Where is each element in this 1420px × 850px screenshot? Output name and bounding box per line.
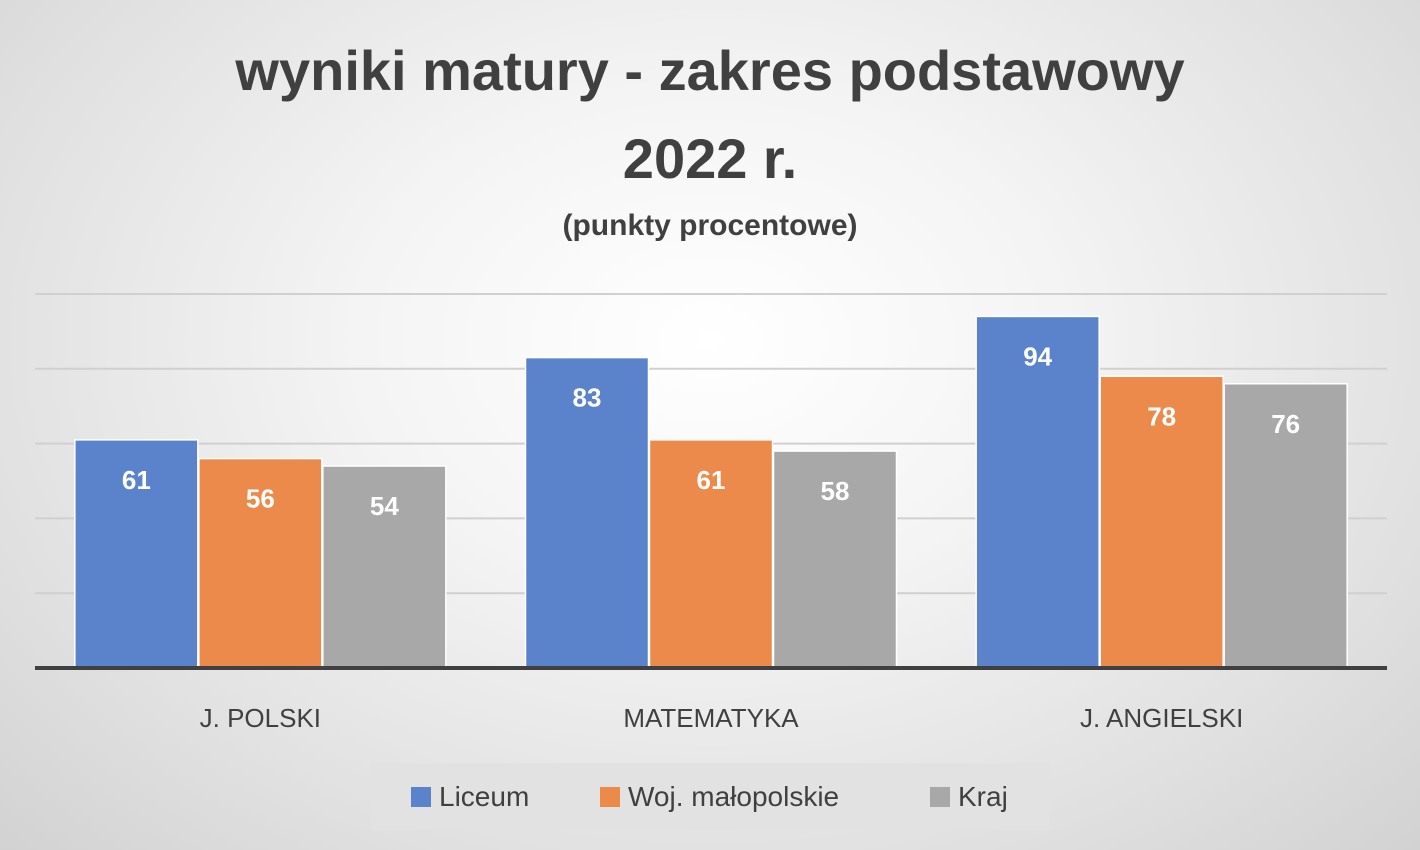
legend-label: Woj. małopolskie [628,781,839,812]
bar [1099,375,1224,669]
bar [975,315,1100,669]
bar-value-label: 83 [573,383,602,413]
legend-label: Kraj [958,781,1008,812]
bar-labels: 61 56 54 83 61 58 94 78 76 [122,341,1300,521]
chart-title-line2: 2022 r. [623,127,797,190]
legend-swatch [600,787,620,807]
category-label: J. POLSKI [200,703,321,733]
bar [524,356,650,669]
bar [322,465,447,669]
legend: Liceum Woj. małopolskie Kraj [411,781,1008,812]
bar [74,439,199,669]
chart-title-line1: wyniki matury - zakres podstawowy [234,39,1184,102]
bar-value-label: 56 [246,484,275,514]
category-labels: J. POLSKI MATEMATYKA J. ANGIELSKI [200,703,1244,733]
category-label: J. ANGIELSKI [1080,703,1243,733]
bar [772,450,898,669]
bar-value-label: 76 [1271,409,1300,439]
bar-value-label: 61 [697,465,726,495]
legend-swatch [411,787,431,807]
bars [74,315,1348,669]
bar-value-label: 94 [1023,341,1052,371]
bar-value-label: 58 [821,476,850,506]
legend-label: Liceum [439,781,529,812]
bar [648,439,774,669]
bar-value-label: 54 [370,491,399,521]
bar-value-label: 61 [122,465,151,495]
chart-subtitle: (punkty procentowe) [562,209,857,242]
bar-value-label: 78 [1147,401,1176,431]
category-label: MATEMATYKA [623,703,799,733]
bar [1223,383,1348,669]
legend-swatch [930,787,950,807]
